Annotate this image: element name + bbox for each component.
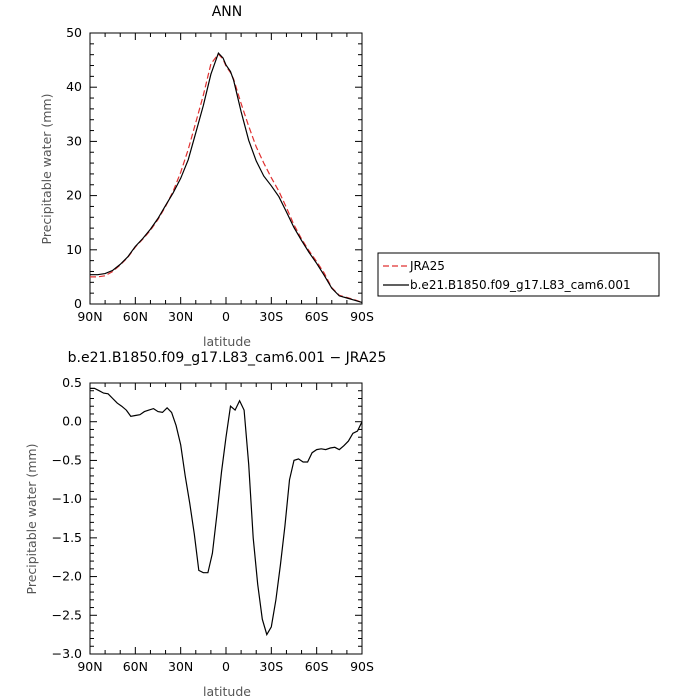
x-tick-label: 30N xyxy=(168,659,193,674)
bottom-series-lines xyxy=(90,387,363,637)
top-series-lines xyxy=(90,51,363,303)
y-tick-label: −2.0 xyxy=(52,569,82,584)
top-y-axis-label: Precipitable water (mm) xyxy=(39,94,54,245)
y-tick-label: −2.5 xyxy=(52,607,82,622)
y-tick-label: 50 xyxy=(66,25,82,40)
x-tick-label: 60N xyxy=(123,659,148,674)
x-tick-label: 90N xyxy=(77,309,102,324)
y-tick-label: 20 xyxy=(66,188,82,203)
y-tick-label: −0.5 xyxy=(52,452,82,467)
x-tick-label: 0 xyxy=(222,309,230,324)
x-tick-label: 60S xyxy=(305,309,329,324)
y-tick-label: 30 xyxy=(66,133,82,148)
y-tick-label: 40 xyxy=(66,79,82,94)
x-tick-label: 30S xyxy=(259,309,283,324)
y-tick-label: −1.5 xyxy=(52,530,82,545)
y-tick-label: −1.0 xyxy=(52,491,82,506)
series-line-jra25 xyxy=(90,53,363,303)
bottom-y-axis-label: Precipitable water (mm) xyxy=(24,444,39,595)
x-tick-label: 60N xyxy=(123,309,148,324)
y-tick-label: 0.5 xyxy=(62,375,82,390)
x-tick-label: 90S xyxy=(350,309,374,324)
series-line-1 xyxy=(90,387,363,637)
bottom-chart-title: b.e21.B1850.f09_g17.L83_cam6.001 − JRA25 xyxy=(68,350,387,366)
top-panel: ANN 90N 60N 30N 0 30S 60S 90S 0 10 20 30 40 50 latit… xyxy=(39,4,374,349)
y-tick-label: −3.0 xyxy=(52,646,82,661)
legend-box xyxy=(377,252,660,297)
x-tick-label: 90N xyxy=(77,659,102,674)
top-axes: 90N 60N 30N 0 30S 60S 90S 0 10 20 30 40 50 xyxy=(66,25,374,324)
x-tick-label: 0 xyxy=(222,659,230,674)
y-tick-label: 0.0 xyxy=(62,414,82,429)
legend: JRA25 b.e21.B1850.f09_g17.L83_cam6.001 xyxy=(377,252,660,297)
y-tick-label: 0 xyxy=(74,296,82,311)
x-tick-label: 30S xyxy=(259,659,283,674)
top-plot-frame xyxy=(89,32,363,305)
bottom-plot-frame xyxy=(89,382,363,655)
y-tick-label: 10 xyxy=(66,242,82,257)
top-x-axis-label: latitude xyxy=(203,334,251,349)
x-tick-label: 90S xyxy=(350,659,374,674)
series-line-b-e21-b1850-f09-g17-l83-cam6-001 xyxy=(90,51,363,303)
legend-label-model: b.e21.B1850.f09_g17.L83_cam6.001 xyxy=(410,278,631,292)
x-tick-label: 30N xyxy=(168,309,193,324)
bottom-panel: b.e21.B1850.f09_g17.L83_cam6.001 − JRA25… xyxy=(24,350,386,699)
bottom-x-axis-label: latitude xyxy=(203,684,251,699)
legend-label-jra25: JRA25 xyxy=(409,259,445,273)
top-chart-title: ANN xyxy=(212,4,243,20)
bottom-axes: 90N 60N 30N 0 30S 60S 90S 0.5 0.0 −0.5 −1.0 −1.5 −2.… xyxy=(52,375,374,674)
x-tick-label: 60S xyxy=(305,659,329,674)
